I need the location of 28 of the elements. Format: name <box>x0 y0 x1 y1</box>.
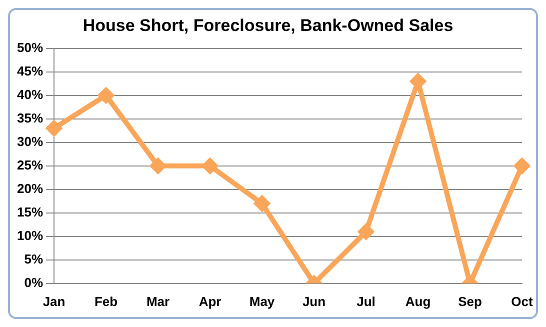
point <box>254 195 271 212</box>
x-tick-label: Oct <box>511 294 534 309</box>
point <box>46 120 63 137</box>
y-tick-label: 45% <box>16 63 44 78</box>
x-tick-label: Jun <box>302 294 326 309</box>
x-tick-label: May <box>249 294 276 309</box>
y-tick-label: 25% <box>16 157 44 172</box>
point <box>358 223 375 240</box>
x-tick-label: Apr <box>198 294 222 309</box>
x-tick-label: Aug <box>405 294 431 309</box>
y-tick-label: 30% <box>16 134 44 149</box>
x-tick-label: Jul <box>356 294 376 309</box>
x-tick-label: Jan <box>42 294 66 309</box>
y-tick-label: 0% <box>24 274 44 290</box>
y-tick-label: 40% <box>16 86 44 102</box>
y-tick-label: 10% <box>16 228 44 243</box>
y-tick-label: 5% <box>24 251 44 266</box>
point <box>202 157 219 174</box>
y-tick-label: 15% <box>16 204 44 220</box>
x-tick-label: Sep <box>458 294 482 309</box>
x-tick-label: Feb <box>94 294 118 309</box>
y-tick-label: 35% <box>16 110 44 126</box>
y-tick-label: 20% <box>16 180 44 196</box>
x-tick-label: Mar <box>146 294 170 309</box>
point <box>98 86 115 104</box>
chart-title: House Short, Foreclosure, Bank-Owned Sales <box>82 16 454 35</box>
y-tick-label: 50% <box>16 40 44 55</box>
point <box>514 157 530 174</box>
